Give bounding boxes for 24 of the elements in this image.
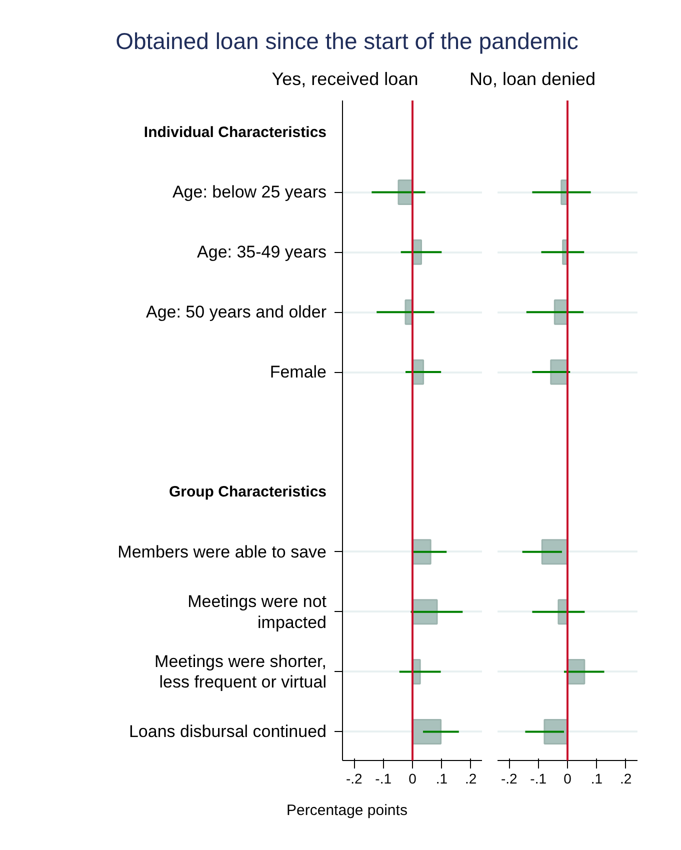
x-tick-label: .2 bbox=[620, 770, 632, 786]
y-tick-label: Age: below 25 years bbox=[172, 182, 327, 202]
y-tick-label: Individual Characteristics bbox=[144, 124, 327, 141]
y-tick-label: Members were able to save bbox=[118, 542, 327, 562]
x-tick-label: .1 bbox=[436, 770, 448, 786]
chart-title: Obtained loan since the start of the pandemic bbox=[116, 27, 578, 56]
x-axis-title: Percentage points bbox=[286, 801, 408, 821]
y-tick-label: Age: 50 years and older bbox=[146, 302, 327, 322]
y-tick-label: Age: 35-49 years bbox=[197, 242, 326, 262]
x-tick-label: -.2 bbox=[346, 770, 363, 786]
x-tick-label: .1 bbox=[590, 770, 603, 786]
y-tick-label: Loans disbursal continued bbox=[128, 722, 327, 742]
x-tick-label: .2 bbox=[464, 770, 477, 786]
x-tick-label: -.2 bbox=[501, 770, 518, 786]
x-tick-label: 0 bbox=[408, 770, 417, 786]
y-tick-label: Meetings were shorter, less frequent or virtual bbox=[154, 652, 327, 692]
y-tick-label: Meetings were not impacted bbox=[188, 592, 327, 632]
x-tick-label: 0 bbox=[564, 770, 572, 786]
y-tick-label: Female bbox=[270, 362, 326, 382]
y-tick-label: Group Characteristics bbox=[168, 483, 327, 500]
chart-subtitle: Yes, received loan bbox=[272, 68, 418, 91]
x-tick-label: -.1 bbox=[530, 770, 547, 786]
x-tick-label: -.1 bbox=[375, 770, 392, 786]
chart-title: No, loan denied bbox=[469, 68, 596, 91]
